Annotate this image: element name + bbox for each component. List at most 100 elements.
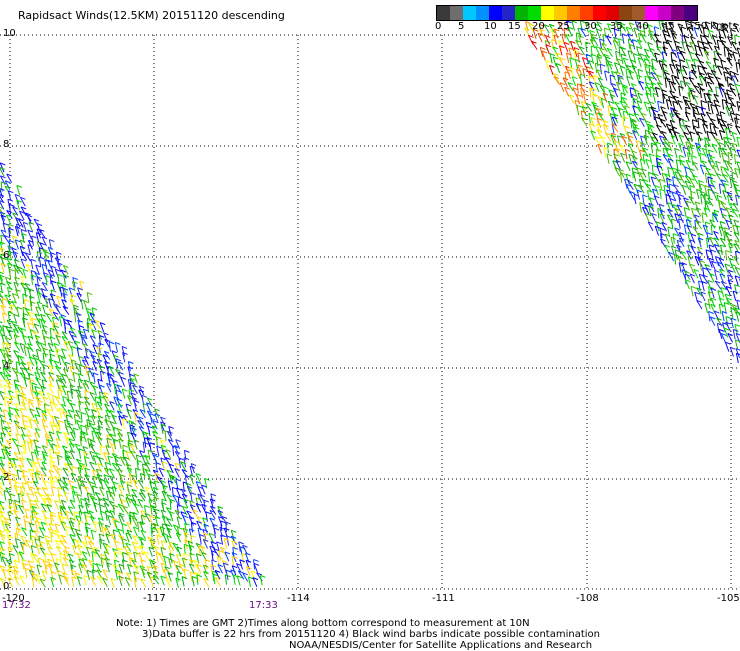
- color-swatch: [489, 6, 502, 20]
- wind-barb: [96, 469, 101, 478]
- wind-barb: [610, 75, 615, 85]
- wind-barb: [64, 275, 69, 285]
- wind-barb: [710, 220, 715, 229]
- wind-barb: [177, 517, 182, 527]
- wind-barb: [704, 208, 709, 217]
- wind-barb: [700, 165, 705, 174]
- wind-barb: [92, 415, 97, 424]
- scale-label: 35: [610, 21, 623, 32]
- wind-barb: [8, 312, 13, 322]
- wind-barb: [148, 426, 153, 436]
- wind-barb: [41, 474, 46, 483]
- wind-barb: [733, 291, 738, 301]
- wind-barb: [690, 144, 695, 154]
- wind-barb: [693, 162, 698, 170]
- wind-barb: [670, 64, 675, 73]
- wind-barb: [110, 422, 115, 431]
- color-swatch: [671, 6, 684, 20]
- wind-barb: [572, 77, 577, 86]
- wind-barb: [678, 100, 683, 109]
- wind-barb: [16, 289, 21, 298]
- wind-barb: [215, 578, 220, 587]
- wind-barb: [119, 576, 124, 586]
- wind-barb: [3, 410, 8, 420]
- wind-barb: [698, 118, 703, 128]
- wind-barb: [556, 53, 561, 62]
- wind-barb: [622, 34, 627, 44]
- color-swatch: [541, 6, 554, 20]
- wind-barb: [727, 58, 733, 66]
- wind-barb: [210, 518, 215, 527]
- wind-barb: [72, 346, 77, 356]
- wind-barb: [63, 306, 69, 314]
- wind-barb: [175, 468, 180, 477]
- wind-barb: [109, 342, 114, 352]
- wind-barb: [198, 528, 203, 538]
- wind-barb: [731, 308, 736, 318]
- wind-barb: [553, 57, 558, 67]
- wind-barb: [76, 410, 81, 419]
- wind-barb: [634, 184, 639, 193]
- scale-label: 25: [557, 21, 570, 32]
- wind-barb: [131, 422, 136, 431]
- wind-barb: [715, 105, 720, 114]
- wind-barb: [14, 577, 19, 586]
- wind-barb: [637, 190, 642, 200]
- wind-barb: [675, 112, 681, 120]
- wind-barb: [732, 42, 737, 51]
- x-tick-label: -105: [717, 593, 740, 604]
- wind-barb: [173, 495, 178, 504]
- wind-barb: [1, 263, 6, 273]
- wind-barb: [23, 318, 28, 328]
- wind-barb: [638, 93, 643, 102]
- wind-barb: [14, 560, 19, 569]
- wind-barb: [16, 362, 21, 372]
- wind-barb: [201, 485, 206, 494]
- wind-barb: [103, 498, 109, 506]
- color-swatch: [476, 6, 489, 20]
- wind-barb: [169, 559, 174, 569]
- wind-barb: [42, 571, 47, 580]
- wind-barb: [145, 513, 150, 522]
- wind-barb: [113, 530, 118, 540]
- wind-barb: [727, 124, 732, 134]
- wind-barb: [34, 420, 39, 429]
- wind-barb: [15, 277, 20, 286]
- wind-barb: [79, 449, 84, 459]
- wind-barb: [176, 488, 181, 497]
- wind-barb: [652, 213, 657, 222]
- wind-barb: [59, 421, 64, 431]
- wind-barb: [679, 124, 684, 133]
- wind-barb: [30, 301, 35, 311]
- wind-barb: [82, 564, 87, 573]
- wind-barb: [84, 575, 89, 585]
- wind-barb: [133, 480, 138, 489]
- color-scale-labels: 0 5 10 15 20 25 30 35 40 45 >50 knots: [433, 21, 740, 33]
- color-swatch: [580, 6, 593, 20]
- wind-barb: [184, 458, 189, 468]
- wind-barb: [586, 66, 591, 75]
- wind-barb: [98, 330, 103, 339]
- wind-barb: [631, 84, 636, 93]
- color-swatch: [619, 6, 632, 20]
- wind-barb: [43, 425, 48, 434]
- wind-barb: [726, 107, 731, 116]
- wind-barb: [710, 237, 715, 246]
- wind-barb: [622, 136, 627, 145]
- wind-barb: [607, 154, 612, 164]
- wind-barb: [55, 366, 61, 374]
- wind-barb: [16, 434, 21, 444]
- wind-barb: [644, 102, 649, 111]
- wind-barb: [190, 466, 195, 476]
- wind-barb: [679, 214, 684, 223]
- wind-barb: [189, 564, 194, 573]
- wind-barb: [605, 71, 610, 81]
- wind-barb: [8, 330, 13, 339]
- wind-barb: [150, 414, 155, 424]
- wind-barb: [638, 58, 643, 68]
- wind-barb: [4, 491, 9, 501]
- wind-barb: [205, 559, 210, 569]
- wind-barb: [192, 576, 197, 586]
- wind-barb: [20, 246, 25, 256]
- wind-barb: [113, 439, 118, 449]
